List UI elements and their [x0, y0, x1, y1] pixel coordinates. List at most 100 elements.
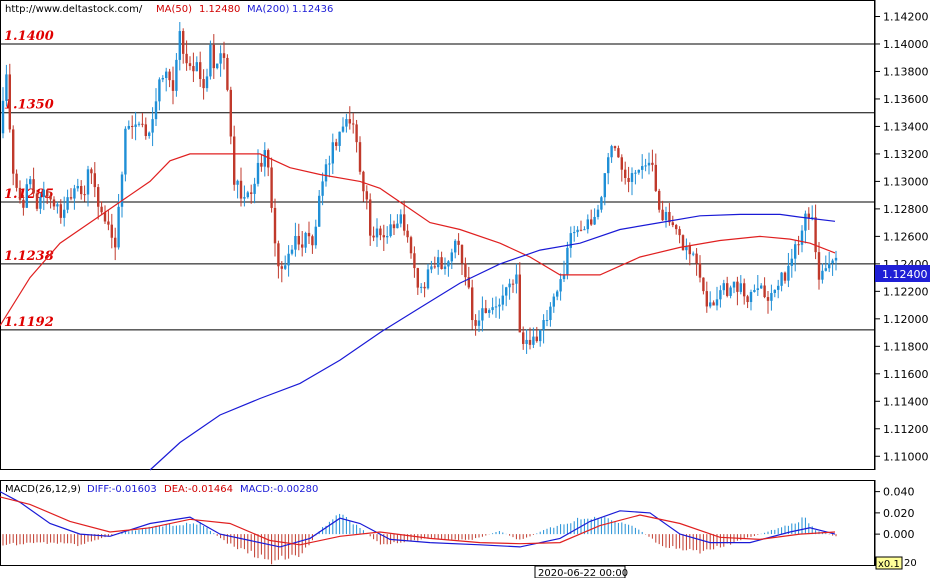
macd-tick-labels: 0.040 0.020 0.000: [875, 486, 915, 541]
candle-body: [603, 173, 606, 198]
candle-body: [178, 31, 181, 60]
candle-body: [5, 74, 8, 101]
candle-body: [297, 235, 300, 245]
candle-body: [681, 235, 685, 251]
candle-body: [154, 101, 158, 120]
candle-body: [199, 62, 202, 80]
candle-body: [440, 257, 443, 270]
candle-body: [559, 279, 562, 292]
zoom-label: x0.1: [878, 559, 900, 570]
candle-body: [188, 63, 192, 67]
candle-body: [613, 146, 617, 149]
candle-body: [824, 268, 827, 271]
macd-tick-label: 0.020: [883, 507, 915, 520]
candle-body: [80, 186, 83, 195]
candle-body: [433, 266, 436, 268]
macd-lines: [0, 491, 836, 548]
candle-body: [46, 189, 49, 197]
candle-body: [831, 260, 834, 264]
candle-body: [804, 213, 807, 231]
candle-body: [386, 236, 389, 238]
candle-body: [790, 258, 793, 266]
candle-body: [777, 285, 780, 290]
candle-body: [664, 211, 668, 221]
candle-body: [811, 217, 814, 219]
zoom-box[interactable]: [875, 556, 903, 570]
candle-body: [399, 214, 402, 224]
candle-body: [379, 228, 382, 236]
candle-body: [348, 119, 351, 124]
candle-body: [549, 306, 552, 321]
candle-body: [634, 172, 637, 174]
candle-body: [420, 286, 423, 288]
candle-body: [86, 169, 90, 195]
candle-body: [450, 252, 453, 262]
candle-body: [651, 162, 654, 165]
candle-body: [280, 266, 283, 269]
candle-body: [335, 142, 338, 146]
candle-body: [107, 221, 110, 225]
candle-body: [103, 212, 107, 222]
candle-body: [304, 232, 307, 248]
candle-body: [709, 302, 712, 307]
candle-body: [501, 295, 504, 305]
price-tick-label: 1.11400: [883, 395, 929, 408]
candle-body: [484, 308, 487, 313]
macd-diff-label: DIFF:-0.01603: [87, 484, 157, 495]
ma200-value: 1.12436: [292, 4, 333, 15]
candle-body: [127, 125, 130, 129]
price-tick-label: 1.13200: [883, 148, 929, 161]
candle-body: [182, 31, 185, 54]
candle-body: [586, 219, 589, 230]
candle-body: [284, 265, 287, 269]
candle-body: [647, 162, 651, 166]
candle-body: [141, 123, 144, 125]
candle-body: [773, 289, 776, 294]
candle-body: [273, 207, 277, 244]
candle-body: [630, 173, 634, 182]
candle-body: [205, 76, 209, 89]
candle-body: [821, 270, 824, 280]
price-tick-label: 1.14000: [883, 38, 929, 51]
candle-body: [250, 192, 253, 194]
candle-body: [202, 79, 205, 89]
candle-body: [828, 263, 831, 269]
candle-body: [73, 188, 76, 199]
candle-body: [195, 62, 198, 72]
candle-body: [525, 339, 528, 344]
candle-body: [15, 173, 18, 188]
candle-body: [668, 211, 671, 223]
candle-body: [770, 293, 773, 301]
candle-body: [590, 219, 593, 225]
candle-body: [620, 157, 623, 170]
candle-body: [236, 180, 239, 185]
candle-body: [443, 266, 447, 270]
candle-body: [8, 74, 11, 130]
candle-body: [301, 244, 304, 248]
candle-body: [209, 44, 212, 77]
candle-body: [430, 266, 433, 270]
candle-body: [52, 199, 56, 207]
price-tick-labels: 1.14200 1.14000 1.13800 1.13600 1.13400 1.132…: [875, 10, 929, 463]
candle-body: [794, 244, 797, 259]
candle-body: [355, 124, 358, 143]
macd-title: MACD(26,12,9): [5, 484, 81, 495]
candle-body: [341, 126, 345, 132]
price-tick-label: 1.14200: [883, 10, 929, 23]
candle-body: [671, 222, 674, 226]
price-tick-label: 1.12200: [883, 285, 929, 298]
candle-body: [522, 332, 525, 344]
price-axis: [875, 0, 930, 470]
current-price-label: 1.12400: [882, 268, 928, 281]
candle-body: [66, 197, 69, 210]
candle-body: [375, 228, 379, 238]
price-pane: [0, 0, 875, 470]
price-tick-label: 1.12000: [883, 313, 929, 326]
candle-body: [467, 277, 470, 288]
candle-body: [644, 165, 647, 167]
candle-body: [389, 224, 392, 237]
candle-body: [229, 89, 232, 137]
candle-body: [600, 197, 603, 210]
